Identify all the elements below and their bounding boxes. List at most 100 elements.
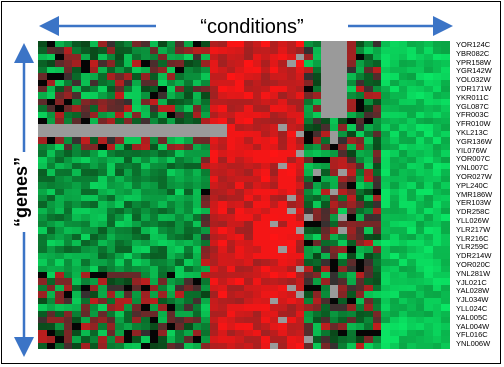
heatmap-cell bbox=[63, 156, 73, 164]
heatmap-cell bbox=[115, 92, 125, 100]
heatmap-cell bbox=[46, 278, 56, 286]
heatmap-cell bbox=[123, 227, 133, 234]
heatmap-cell bbox=[312, 195, 322, 202]
heatmap-cell bbox=[183, 310, 193, 318]
heatmap-cell bbox=[389, 137, 399, 145]
heatmap-cell bbox=[141, 47, 151, 55]
heatmap-cell bbox=[441, 336, 451, 344]
heatmap-cell bbox=[372, 336, 382, 344]
heatmap-cell bbox=[38, 246, 48, 254]
heatmap-cell bbox=[286, 137, 296, 145]
heatmap-cell bbox=[141, 259, 151, 267]
heatmap-cell bbox=[72, 342, 82, 350]
heatmap-cell bbox=[286, 156, 296, 164]
heatmap-cell bbox=[398, 73, 408, 80]
heatmap-cell bbox=[295, 336, 305, 344]
heatmap-cell bbox=[321, 195, 331, 202]
heatmap-cell bbox=[55, 291, 65, 299]
heatmap-cell bbox=[218, 329, 228, 337]
heatmap-cell bbox=[278, 111, 288, 119]
heatmap-cell bbox=[295, 169, 305, 177]
heatmap-cell bbox=[106, 92, 116, 100]
heatmap-cell bbox=[192, 182, 202, 190]
heatmap-cell bbox=[278, 233, 288, 241]
heatmap-cell bbox=[244, 124, 254, 132]
heatmap-cell bbox=[235, 175, 245, 183]
heatmap-cell bbox=[183, 175, 193, 183]
heatmap-cell bbox=[407, 130, 417, 138]
heatmap-cell bbox=[80, 265, 90, 273]
heatmap-cell bbox=[72, 220, 82, 228]
heatmap-cell bbox=[72, 124, 82, 132]
heatmap-cell bbox=[63, 272, 73, 279]
heatmap-cell bbox=[252, 53, 262, 61]
heatmap-cell bbox=[312, 265, 322, 273]
heatmap-cell bbox=[38, 284, 48, 292]
heatmap-cell bbox=[63, 175, 73, 183]
heatmap-cell bbox=[123, 162, 133, 170]
heatmap-cell bbox=[218, 162, 228, 170]
heatmap-cell bbox=[106, 310, 116, 318]
heatmap-cell bbox=[415, 284, 425, 292]
heatmap-cell bbox=[218, 188, 228, 196]
heatmap-cell bbox=[389, 79, 399, 87]
heatmap-cell bbox=[407, 259, 417, 267]
heatmap-cell bbox=[321, 175, 331, 183]
heatmap-cell bbox=[115, 143, 125, 151]
heatmap-cell bbox=[218, 195, 228, 202]
heatmap-cell bbox=[432, 130, 442, 138]
heatmap-cell bbox=[226, 323, 236, 331]
heatmap-cell bbox=[269, 239, 279, 247]
heatmap-cell bbox=[80, 105, 90, 113]
heatmap-cell bbox=[80, 182, 90, 190]
heatmap-cell bbox=[46, 53, 56, 61]
heatmap-cell bbox=[98, 169, 108, 177]
heatmap-cell bbox=[63, 169, 73, 177]
heatmap-cell bbox=[123, 336, 133, 344]
heatmap-cell bbox=[441, 246, 451, 254]
gene-label: YJL021C bbox=[456, 277, 487, 287]
heatmap-cell bbox=[123, 304, 133, 311]
heatmap-cell bbox=[441, 310, 451, 318]
heatmap-cell bbox=[115, 130, 125, 138]
heatmap-cell bbox=[38, 207, 48, 215]
heatmap-cell bbox=[132, 233, 142, 241]
heatmap-cell bbox=[72, 156, 82, 164]
heatmap-cell bbox=[424, 130, 434, 138]
heatmap-cell bbox=[141, 316, 151, 324]
heatmap-cell bbox=[149, 310, 159, 318]
heatmap-cell bbox=[347, 111, 357, 119]
heatmap-cell bbox=[441, 182, 451, 190]
heatmap-cell bbox=[355, 329, 365, 337]
heatmap-cell bbox=[80, 143, 90, 151]
heatmap-cell bbox=[261, 105, 271, 113]
heatmap-cell bbox=[235, 316, 245, 324]
heatmap-cell bbox=[183, 323, 193, 331]
heatmap-cell bbox=[106, 297, 116, 305]
heatmap-cell bbox=[106, 98, 116, 106]
heatmap-cell bbox=[338, 207, 348, 215]
heatmap-cell bbox=[209, 284, 219, 292]
heatmap-cell bbox=[347, 284, 357, 292]
heatmap-cell bbox=[355, 111, 365, 119]
heatmap-cell bbox=[201, 291, 211, 299]
heatmap-cell bbox=[338, 41, 348, 48]
heatmap-cell bbox=[123, 130, 133, 138]
heatmap-cell bbox=[329, 284, 339, 292]
heatmap-cell bbox=[407, 41, 417, 48]
heatmap-cell bbox=[312, 304, 322, 311]
heatmap-cell bbox=[304, 284, 314, 292]
heatmap-cell bbox=[132, 265, 142, 273]
heatmap-cell bbox=[38, 316, 48, 324]
heatmap-cell bbox=[424, 66, 434, 74]
heatmap-cell bbox=[286, 265, 296, 273]
heatmap-cell bbox=[269, 162, 279, 170]
heatmap-cell bbox=[132, 239, 142, 247]
gene-label: YOR007C bbox=[456, 154, 491, 164]
heatmap-cell bbox=[218, 130, 228, 138]
heatmap-cell bbox=[98, 130, 108, 138]
heatmap-cell bbox=[192, 323, 202, 331]
heatmap-cell bbox=[355, 252, 365, 260]
heatmap-cell bbox=[106, 111, 116, 119]
